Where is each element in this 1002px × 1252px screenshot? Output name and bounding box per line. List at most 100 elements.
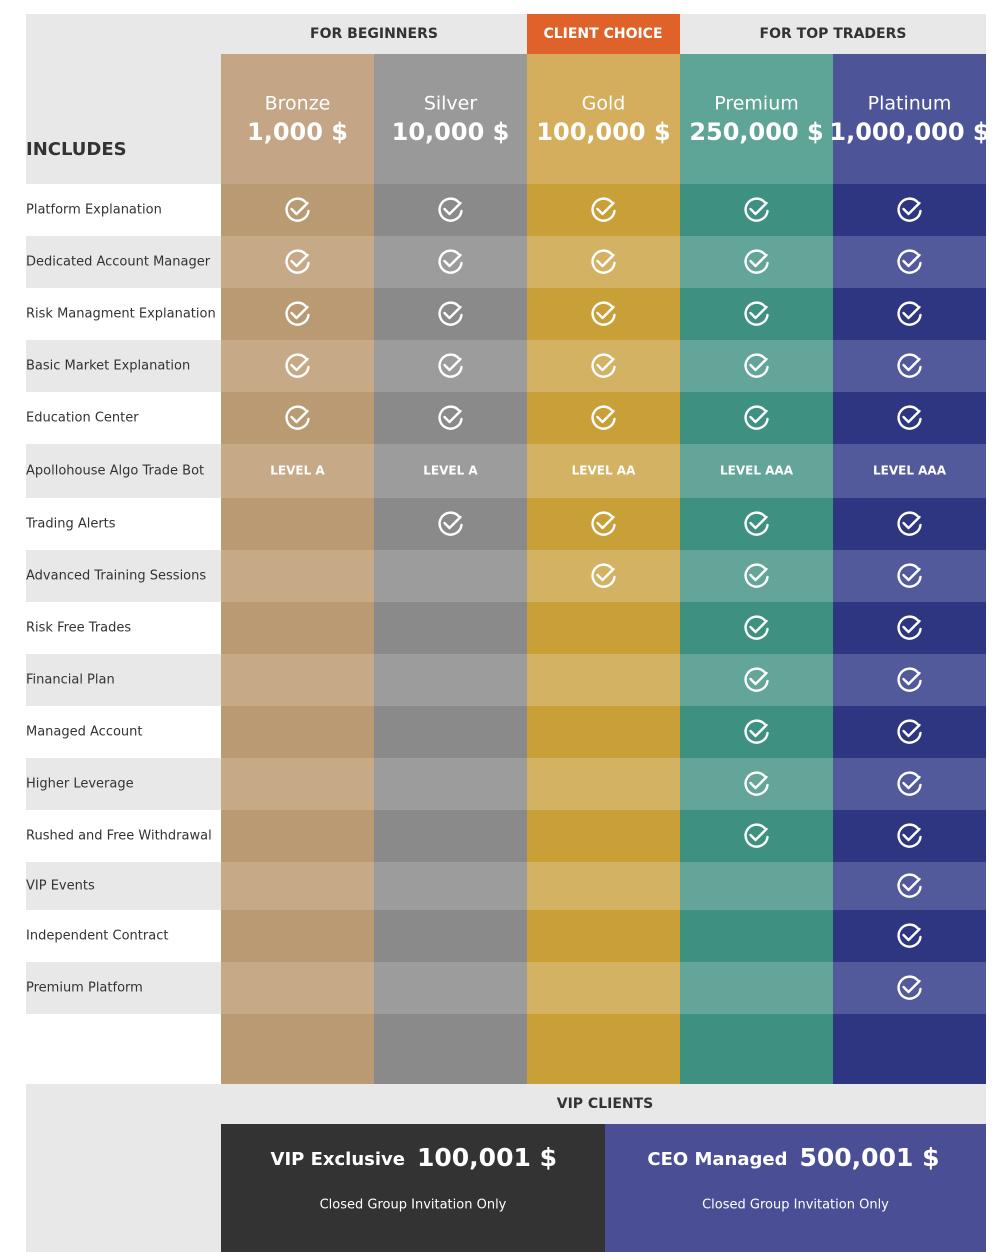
- cell: [527, 392, 680, 444]
- row-label-bg: [26, 184, 221, 236]
- cell: [374, 498, 527, 550]
- cell: [374, 392, 527, 444]
- row-label: VIP Events: [26, 879, 95, 894]
- level-label: LEVEL AA: [572, 464, 636, 478]
- check-icon: [744, 197, 769, 222]
- check-icon: [285, 353, 310, 378]
- cell: [221, 654, 374, 706]
- cell: [527, 654, 680, 706]
- cell: [833, 962, 986, 1014]
- cell: [527, 550, 680, 602]
- check-icon: [897, 615, 922, 640]
- check-icon: [591, 563, 616, 588]
- check-icon: [438, 405, 463, 430]
- plan-name: Gold: [582, 93, 626, 115]
- level-label: LEVEL AAA: [873, 464, 947, 478]
- plan-name: Platinum: [868, 93, 952, 115]
- cell: [833, 444, 986, 498]
- check-icon: [285, 405, 310, 430]
- cell: [680, 444, 833, 498]
- row-label-bg: [26, 602, 221, 654]
- row-label: Higher Leverage: [26, 777, 134, 792]
- check-icon: [438, 197, 463, 222]
- plan-price: 10,000 $: [392, 118, 510, 146]
- cell: [833, 236, 986, 288]
- vip-note: Closed Group Invitation Only: [702, 1198, 889, 1213]
- cell: [374, 758, 527, 810]
- check-icon: [897, 771, 922, 796]
- row-label-bg: [26, 910, 221, 962]
- row-label-bg: [26, 444, 221, 498]
- check-icon: [438, 511, 463, 536]
- check-icon: [744, 301, 769, 326]
- cell: [374, 810, 527, 862]
- cell: [527, 706, 680, 758]
- row-label: Risk Managment Explanation: [26, 307, 216, 322]
- check-icon: [744, 667, 769, 692]
- cell: [833, 910, 986, 962]
- cell: [527, 288, 680, 340]
- plan-header: [680, 54, 833, 184]
- group-label: FOR TOP TRADERS: [760, 26, 907, 42]
- check-icon: [897, 563, 922, 588]
- cell: [833, 654, 986, 706]
- cell: [680, 602, 833, 654]
- cell-footer: [680, 1014, 833, 1084]
- row-label-bg: [26, 706, 221, 758]
- cell: [833, 550, 986, 602]
- cell: [833, 288, 986, 340]
- cell: [527, 910, 680, 962]
- row-label-bg: [26, 498, 221, 550]
- cell: [680, 706, 833, 758]
- row-label: Platform Explanation: [26, 203, 162, 218]
- check-icon: [744, 563, 769, 588]
- row-label: Rushed and Free Withdrawal: [26, 829, 212, 844]
- cell: [374, 184, 527, 236]
- vip-price: 100,001 $: [417, 1143, 557, 1172]
- cell: [221, 288, 374, 340]
- cell: [833, 758, 986, 810]
- cell: [527, 444, 680, 498]
- row-label: Apollohouse Algo Trade Bot: [26, 464, 204, 479]
- cell: [221, 498, 374, 550]
- row-label-bg: [26, 810, 221, 862]
- cell: [527, 810, 680, 862]
- check-icon: [591, 353, 616, 378]
- check-icon: [591, 301, 616, 326]
- check-icon: [897, 301, 922, 326]
- cell: [221, 184, 374, 236]
- cell: [221, 910, 374, 962]
- cell: [221, 758, 374, 810]
- cell: [527, 862, 680, 910]
- cell-footer: [527, 1014, 680, 1084]
- cell: [221, 810, 374, 862]
- check-icon: [744, 405, 769, 430]
- level-label: LEVEL A: [423, 464, 478, 478]
- row-label: Dedicated Account Manager: [26, 255, 211, 270]
- plan-header: [527, 54, 680, 184]
- cell: [833, 340, 986, 392]
- check-icon: [744, 249, 769, 274]
- row-label-bg: [26, 340, 221, 392]
- cell: [680, 236, 833, 288]
- cell: [833, 498, 986, 550]
- check-icon: [897, 823, 922, 848]
- row-label: Financial Plan: [26, 673, 115, 688]
- check-icon: [897, 353, 922, 378]
- plan-header: [833, 54, 986, 184]
- row-label: Managed Account: [26, 725, 143, 740]
- row-label-bg: [26, 758, 221, 810]
- group-label: CLIENT CHOICE: [543, 26, 662, 42]
- cell: [527, 236, 680, 288]
- cell: [680, 758, 833, 810]
- cell: [221, 550, 374, 602]
- cell: [221, 706, 374, 758]
- vip-note: Closed Group Invitation Only: [320, 1198, 507, 1213]
- row-label: Advanced Training Sessions: [26, 569, 206, 584]
- check-icon: [897, 667, 922, 692]
- level-label: LEVEL AAA: [720, 464, 794, 478]
- row-label: Independent Contract: [26, 929, 168, 944]
- check-icon: [285, 197, 310, 222]
- plan-price: 1,000,000 $: [829, 118, 989, 146]
